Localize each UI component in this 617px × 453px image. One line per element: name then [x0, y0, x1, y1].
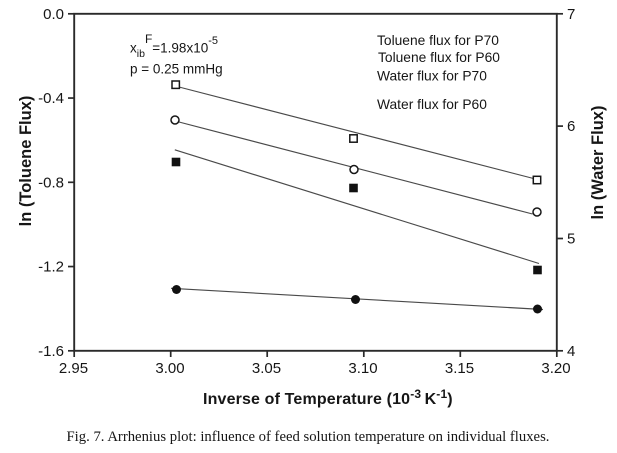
- svg-text:5: 5: [567, 231, 575, 248]
- svg-text:Toluene flux for P70: Toluene flux for P70: [377, 33, 499, 48]
- svg-text:3.10: 3.10: [348, 360, 377, 377]
- svg-text:-0.4: -0.4: [38, 90, 64, 107]
- svg-text:-1.6: -1.6: [38, 343, 64, 360]
- svg-text:2.95: 2.95: [59, 360, 88, 377]
- svg-text:Water flux for P70: Water flux for P70: [377, 68, 487, 83]
- svg-text:Fig. 7. Arrhenius plot: influe: Fig. 7. Arrhenius plot: influence of fee…: [67, 429, 550, 445]
- svg-text:Inverse of Temperature (10-3 K: Inverse of Temperature (10-3 K-1): [203, 387, 453, 408]
- svg-text:ln (Water Flux): ln (Water Flux): [589, 106, 607, 220]
- svg-text:-0.8: -0.8: [38, 174, 64, 191]
- svg-text:3.15: 3.15: [445, 360, 474, 377]
- svg-text:7: 7: [567, 6, 575, 23]
- svg-text:4: 4: [567, 343, 575, 360]
- svg-text:Toluene flux for P60: Toluene flux for P60: [378, 50, 500, 65]
- svg-text:p = 0.25 mmHg: p = 0.25 mmHg: [130, 62, 223, 77]
- svg-text:6: 6: [567, 118, 575, 135]
- svg-text:3.05: 3.05: [252, 360, 281, 377]
- svg-text:3.20: 3.20: [541, 360, 570, 377]
- svg-text:Water flux for P60: Water flux for P60: [377, 97, 487, 112]
- svg-text:0.0: 0.0: [43, 6, 64, 23]
- svg-text:3.00: 3.00: [155, 360, 184, 377]
- svg-text:-1.2: -1.2: [38, 259, 64, 276]
- svg-text:ln (Toluene Flux): ln (Toluene Flux): [17, 96, 35, 227]
